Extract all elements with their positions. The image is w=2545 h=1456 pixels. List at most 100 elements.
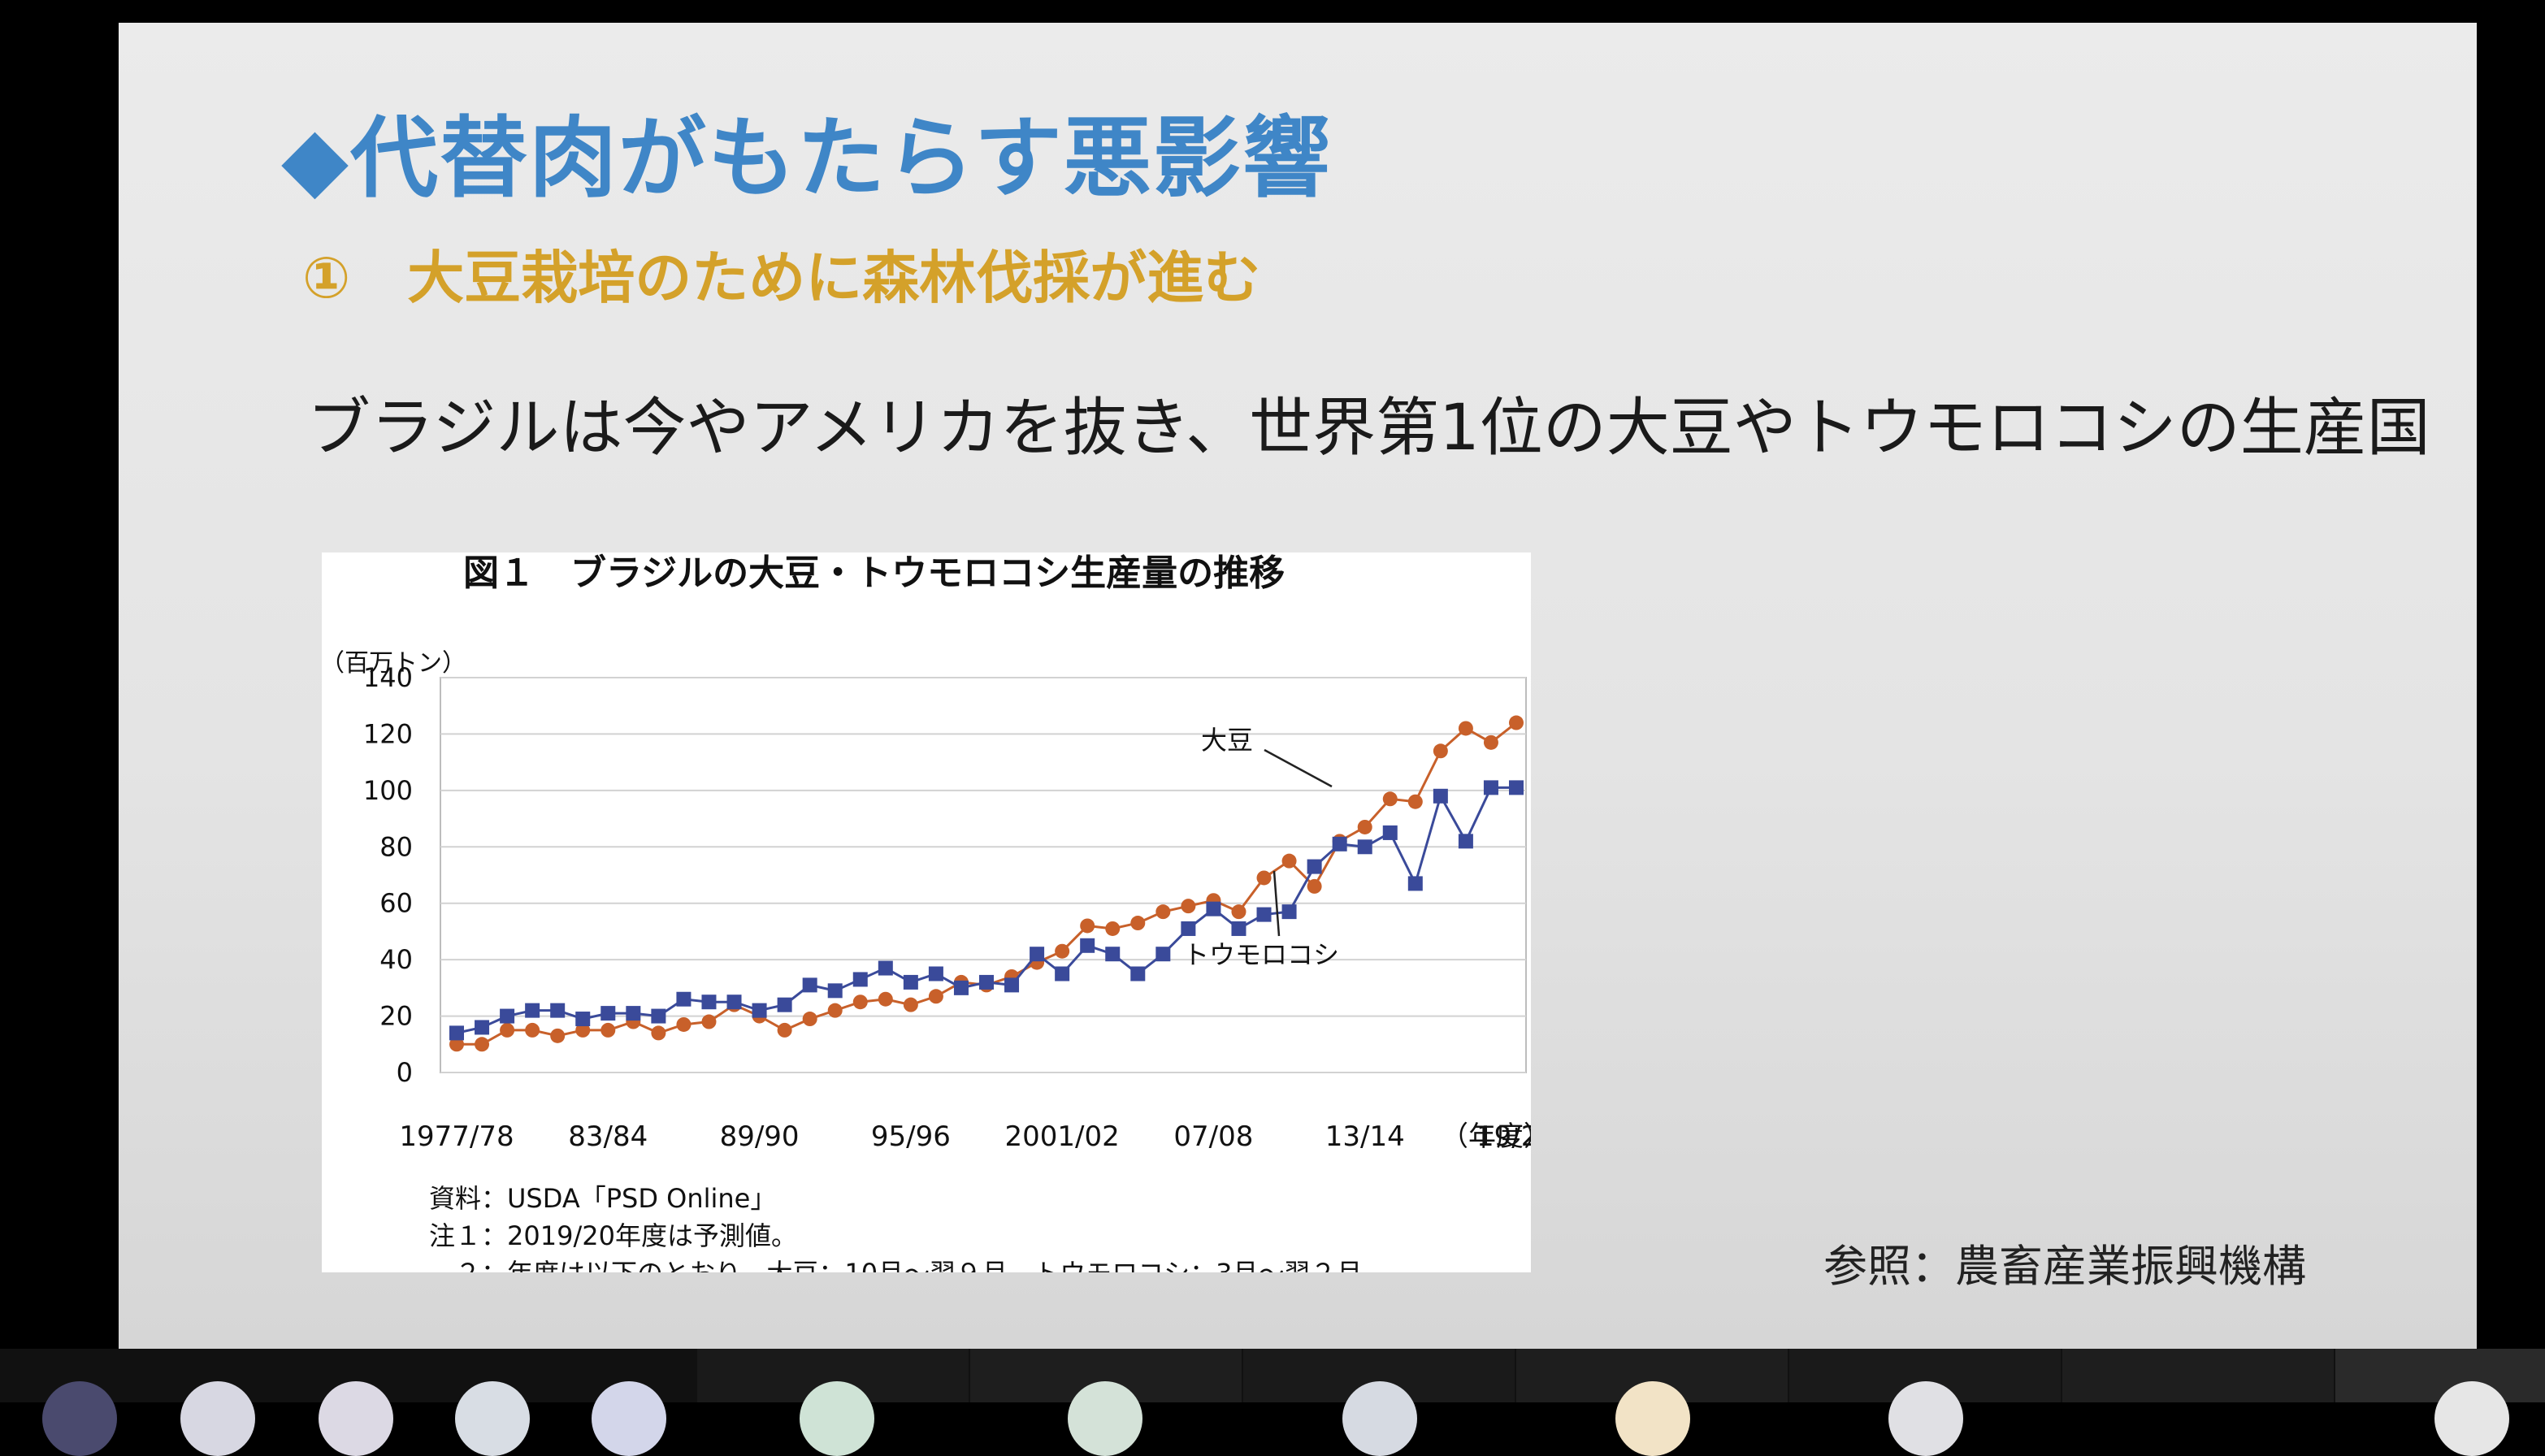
y-axis-unit-label: （百万トン） — [322, 649, 466, 678]
slide-subtitle: ① 大豆栽培のために森林伐採が進む — [302, 245, 1261, 311]
x-tick-label: 07/08 — [1173, 1120, 1253, 1153]
soybean-point — [676, 1016, 692, 1032]
soybean-point — [1307, 878, 1322, 894]
participant-avatar[interactable] — [1342, 1381, 1417, 1456]
corn-point — [550, 1003, 566, 1018]
participant-video-strip — [0, 1349, 2545, 1456]
annotation-soybean-leader — [1264, 748, 1333, 788]
participant-avatar[interactable] — [455, 1381, 530, 1456]
corn-point — [600, 1006, 616, 1021]
annotation-soybean: 大豆 — [1201, 725, 1253, 756]
corn-point — [928, 966, 943, 982]
soybean-point — [1281, 853, 1297, 869]
soybean-point — [1509, 715, 1524, 730]
y-tick-label: 60 — [379, 888, 413, 919]
soybean-point — [701, 1014, 717, 1029]
soybean-point — [475, 1037, 490, 1052]
soybean-point — [802, 1012, 817, 1027]
x-tick-label: 95/96 — [871, 1120, 951, 1153]
corn-point — [1105, 947, 1121, 962]
annotation-corn-leader — [1272, 870, 1281, 937]
corn-point — [1055, 966, 1070, 982]
soybean-point — [1080, 918, 1095, 934]
corn-point — [1231, 921, 1246, 936]
corn-point — [1281, 904, 1297, 920]
corn-point — [878, 960, 893, 976]
series-line — [457, 722, 1517, 1046]
corn-point — [802, 977, 817, 993]
corn-point — [1483, 780, 1498, 795]
soybean-point — [1231, 904, 1246, 920]
corn-point — [752, 1003, 767, 1018]
participant-avatar[interactable] — [319, 1381, 393, 1456]
corn-point — [525, 1003, 540, 1018]
participant-avatar[interactable] — [42, 1381, 117, 1456]
corn-point — [449, 1025, 464, 1041]
figure-note-source: 資料：USDA「PSD Online」 — [429, 1183, 776, 1214]
annotation-corn: トウモロコシ — [1183, 939, 1339, 970]
participant-avatar[interactable] — [592, 1381, 666, 1456]
soybean-point — [1181, 899, 1196, 914]
soybean-point — [651, 1025, 666, 1041]
participant-avatar[interactable] — [800, 1381, 874, 1456]
participant-video-tile[interactable] — [2335, 1349, 2545, 1402]
soybean-point — [903, 997, 918, 1012]
soybean-point — [600, 1022, 616, 1038]
figure-note-2: ２：年度は以下のとおり。大豆：10月～翌９月、トウモロコシ：3月～翌２月。 — [429, 1258, 1388, 1272]
soybean-point — [1055, 943, 1070, 959]
participant-avatar[interactable] — [1888, 1381, 1963, 1456]
soybean-point — [1407, 794, 1423, 809]
chart-gridlines — [440, 677, 1527, 1073]
corn-point — [1357, 839, 1372, 855]
corn-point — [500, 1008, 515, 1024]
soybean-point — [777, 1022, 792, 1038]
chart-annotations: 大豆 トウモロコシ — [1183, 725, 1339, 970]
series-corn — [449, 780, 1524, 1041]
production-line-chart: 図１ ブラジルの大豆・トウモロコシ生産量の推移 （百万トン） 0 20 40 60 80… — [322, 552, 1531, 1272]
participant-avatar[interactable] — [180, 1381, 255, 1456]
y-tick-label: 0 — [397, 1057, 413, 1088]
soybean-point — [575, 1022, 591, 1038]
corn-point — [1433, 788, 1448, 804]
corn-point — [979, 974, 994, 990]
x-tick-label: 83/84 — [568, 1120, 648, 1153]
x-axis-ticks: 1977/78 83/84 89/90 95/96 2001/02 07/08 13/14 1… — [399, 1120, 1531, 1153]
participant-avatar[interactable] — [1068, 1381, 1142, 1456]
participant-video-tile[interactable] — [2062, 1349, 2334, 1402]
series-soybean — [449, 715, 1524, 1052]
participant-avatar[interactable] — [2434, 1381, 2509, 1456]
presentation-slide: ◆代替肉がもたらす悪影響 ① 大豆栽培のために森林伐採が進む ブラジルは今やアメ… — [119, 23, 2477, 1349]
chart-title: 図１ ブラジルの大豆・トウモロコシ生産量の推移 — [463, 552, 1285, 594]
soybean-point — [1483, 734, 1498, 750]
corn-point — [1155, 947, 1171, 962]
corn-point — [1004, 977, 1020, 993]
corn-point — [651, 1008, 666, 1024]
y-tick-label: 40 — [379, 944, 413, 975]
corn-point — [1509, 780, 1524, 795]
corn-point — [827, 983, 843, 999]
soybean-point — [1105, 921, 1121, 936]
corn-point — [953, 980, 969, 995]
series-line — [456, 786, 1516, 1034]
production-chart-figure: 図１ ブラジルの大豆・トウモロコシ生産量の推移 （百万トン） 0 20 40 60 80… — [322, 552, 1531, 1272]
corn-point — [1332, 836, 1347, 852]
soybean-point — [1433, 743, 1448, 759]
soybean-point — [928, 989, 943, 1004]
y-tick-label: 100 — [363, 775, 413, 806]
soybean-point — [1458, 721, 1473, 736]
soybean-point — [500, 1022, 515, 1038]
corn-point — [1181, 921, 1196, 936]
slide-body-text: ブラジルは今やアメリカを抜き、世界第1位の大豆やトウモロコシの生産国 — [307, 392, 2430, 465]
x-tick-label: 13/14 — [1325, 1120, 1405, 1153]
soybean-point — [1256, 870, 1272, 886]
soybean-point — [827, 1003, 843, 1018]
corn-point — [1206, 901, 1221, 916]
corn-point — [701, 994, 717, 1010]
x-tick-label: 89/90 — [720, 1120, 800, 1153]
participant-avatar[interactable] — [1615, 1381, 1690, 1456]
x-axis-unit-label: （年度） — [1441, 1120, 1531, 1153]
y-tick-label: 140 — [363, 662, 413, 693]
corn-point — [626, 1006, 641, 1021]
corn-point — [1256, 907, 1272, 922]
corn-point — [676, 991, 692, 1007]
